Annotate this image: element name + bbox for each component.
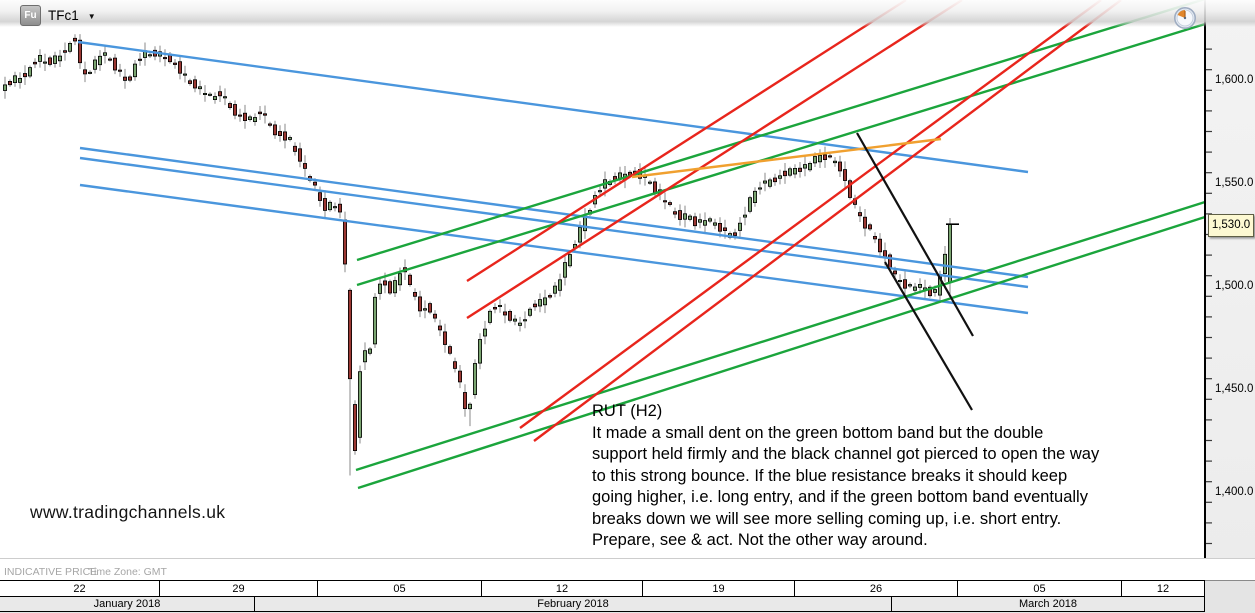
symbol-selector[interactable]: Fu TFc1 ▼ bbox=[20, 5, 96, 26]
futures-instrument-icon: Fu bbox=[20, 5, 41, 26]
week-start-cell: 19 bbox=[643, 581, 795, 596]
annotation-line: It made a small dent on the green bottom… bbox=[592, 423, 1044, 442]
clock-session-icon[interactable] bbox=[1173, 6, 1197, 30]
price-axis-label: 1,400.0 bbox=[1215, 486, 1254, 498]
trendline-red-channel-upper-1 bbox=[466, 0, 907, 283]
annotation-line: support held firmly and the black channe… bbox=[592, 445, 1100, 463]
month-cell: January 2018 bbox=[0, 597, 255, 612]
trendline-red-channel-upper-2 bbox=[466, 0, 963, 320]
trendline-red-channel-lower-2 bbox=[533, 0, 1122, 442]
trendline-green-bottom-band-2 bbox=[357, 215, 1205, 490]
price-axis-ticks bbox=[1206, 48, 1212, 545]
week-start-cell: 05 bbox=[318, 581, 482, 596]
trendline-green-upper-band-2 bbox=[356, 22, 1205, 287]
price-axis[interactable]: 1,530.0 1,600.0 1,550.0 1,500.0 1,450.0 1,40… bbox=[1204, 0, 1255, 580]
date-axis[interactable]: 22 29 05 12 19 26 05 12 bbox=[0, 580, 1255, 597]
trendline-black-channel-lower bbox=[884, 261, 973, 411]
indicative-price-label: INDICATIVE PRICE bbox=[4, 566, 98, 578]
price-axis-label: 1,450.0 bbox=[1215, 383, 1254, 395]
week-start-cell: 26 bbox=[795, 581, 958, 596]
status-bar: INDICATIVE PRICE Time Zone: GMT bbox=[0, 558, 1255, 580]
trendline-red-channel-lower-1 bbox=[519, 0, 1102, 429]
price-axis-label: 1,550.0 bbox=[1215, 177, 1254, 189]
analysis-annotation: RUT (H2) It made a small dent on the gree… bbox=[592, 401, 1099, 552]
week-start-cell: 12 bbox=[1122, 581, 1205, 596]
price-axis-label: 1,600.0 bbox=[1215, 74, 1254, 86]
date-axis-filler bbox=[1205, 580, 1255, 581]
month-axis: January 2018 February 2018 March 2018 bbox=[0, 597, 1255, 613]
price-axis-label: 1,500.0 bbox=[1215, 280, 1254, 292]
trendline-blue-channel-lower bbox=[79, 183, 1029, 315]
week-start-cell: 22 bbox=[0, 581, 160, 596]
last-price-box: 1,530.0 bbox=[1208, 213, 1254, 237]
trendline-black-channel-upper bbox=[856, 132, 974, 337]
trendline-blue-channel-mid-2 bbox=[79, 156, 1029, 289]
week-start-cell: 29 bbox=[160, 581, 318, 596]
trendline-orange-trendline bbox=[631, 137, 942, 179]
annotation-line: breaks down we will see more selling com… bbox=[592, 509, 1062, 528]
week-start-cell: 05 bbox=[958, 581, 1122, 596]
month-cell: February 2018 bbox=[255, 597, 892, 612]
trendline-green-upper-band-1 bbox=[356, 0, 1205, 262]
symbol-label: TFc1 bbox=[48, 8, 79, 23]
trendline-blue-resistance-top bbox=[77, 40, 1029, 174]
timezone-label: Time Zone: GMT bbox=[88, 566, 167, 578]
trendline-green-bottom-band-1 bbox=[355, 200, 1205, 472]
trendline-blue-channel-mid-1 bbox=[79, 146, 1029, 279]
month-cell: March 2018 bbox=[892, 597, 1205, 612]
annotation-line: to this strong bounce. If the blue resis… bbox=[592, 466, 1068, 485]
price-chart-canvas[interactable] bbox=[0, 0, 1205, 558]
annotation-line: RUT (H2) bbox=[592, 402, 663, 420]
annotation-line: going higher, i.e. long entry, and if th… bbox=[592, 488, 1088, 506]
annotation-line: Prepare, see & act. Not the other way ar… bbox=[592, 531, 928, 549]
week-start-cell: 12 bbox=[482, 581, 643, 596]
chevron-down-icon[interactable]: ▼ bbox=[87, 12, 96, 21]
watermark-link[interactable]: www.tradingchannels.uk bbox=[30, 502, 226, 522]
